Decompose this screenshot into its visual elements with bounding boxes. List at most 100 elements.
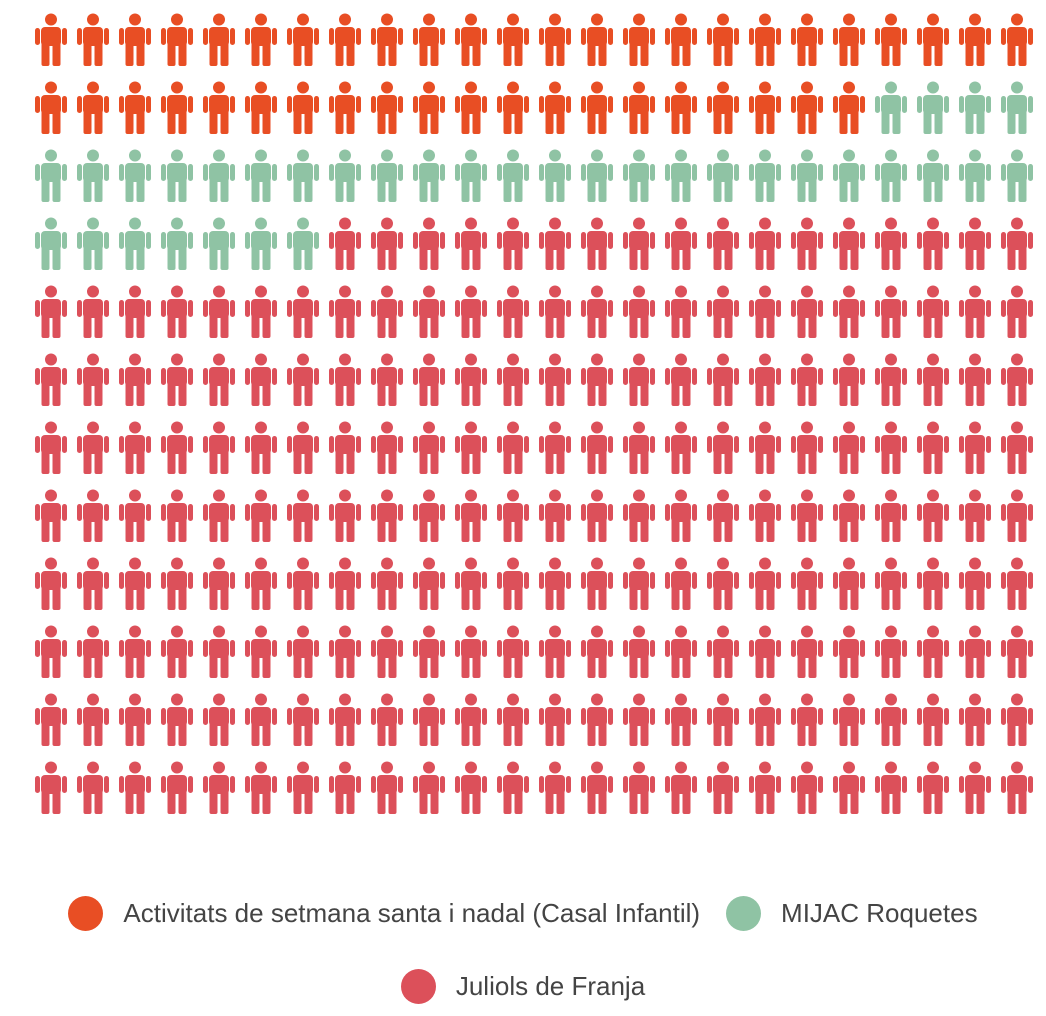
- person-icon: [707, 489, 739, 542]
- person-icon: [203, 489, 235, 542]
- person-icon: [119, 81, 151, 134]
- person-icon: [77, 761, 109, 814]
- person-icon: [665, 81, 697, 134]
- person-icon: [455, 557, 487, 610]
- person-icon: [833, 421, 865, 474]
- person-icon: [665, 489, 697, 542]
- person-icon: [371, 149, 403, 202]
- person-icon: [959, 693, 991, 746]
- person-icon: [371, 625, 403, 678]
- legend-item-juliols-de-franja[interactable]: Juliols de Franja: [400, 969, 645, 1004]
- person-icon: [245, 489, 277, 542]
- person-icon: [959, 489, 991, 542]
- person-icon: [707, 149, 739, 202]
- person-icon: [917, 557, 949, 610]
- person-icon: [371, 693, 403, 746]
- legend-item-mijac-roquetes[interactable]: MIJAC Roquetes: [726, 896, 978, 931]
- person-icon: [245, 761, 277, 814]
- person-icon: [287, 489, 319, 542]
- person-icon: [1001, 149, 1033, 202]
- person-icon: [329, 625, 361, 678]
- person-icon: [245, 625, 277, 678]
- person-icon: [371, 353, 403, 406]
- person-icon: [413, 285, 445, 338]
- person-icon: [749, 13, 781, 66]
- person-icon: [749, 285, 781, 338]
- person-icon: [581, 489, 613, 542]
- person-icon: [749, 149, 781, 202]
- person-icon: [455, 353, 487, 406]
- person-icon: [413, 81, 445, 134]
- person-icon: [35, 353, 67, 406]
- person-icon: [791, 761, 823, 814]
- person-icon: [413, 761, 445, 814]
- person-icon: [245, 693, 277, 746]
- person-icon: [35, 13, 67, 66]
- waffle-grid: [35, 13, 1033, 814]
- person-icon: [161, 557, 193, 610]
- person-icon: [623, 761, 655, 814]
- person-icon: [581, 353, 613, 406]
- person-icon: [665, 693, 697, 746]
- person-icon: [413, 421, 445, 474]
- person-icon: [1001, 557, 1033, 610]
- person-icon: [287, 693, 319, 746]
- person-icon: [665, 149, 697, 202]
- person-icon: [875, 489, 907, 542]
- person-icon: [623, 693, 655, 746]
- person-icon: [833, 761, 865, 814]
- person-icon: [875, 285, 907, 338]
- person-icon: [791, 353, 823, 406]
- person-icon: [833, 693, 865, 746]
- person-icon: [413, 13, 445, 66]
- person-icon: [329, 353, 361, 406]
- person-icon: [287, 421, 319, 474]
- person-icon: [833, 285, 865, 338]
- person-icon: [119, 761, 151, 814]
- person-icon: [791, 625, 823, 678]
- person-icon: [203, 557, 235, 610]
- person-icon: [539, 421, 571, 474]
- person-icon: [35, 149, 67, 202]
- person-icon: [623, 81, 655, 134]
- legend-item-casal-infantil[interactable]: Activitats de setmana santa i nadal (Cas…: [68, 896, 700, 931]
- person-icon: [455, 149, 487, 202]
- person-icon: [875, 149, 907, 202]
- person-icon: [119, 557, 151, 610]
- person-icon: [1001, 353, 1033, 406]
- person-icon: [287, 557, 319, 610]
- person-icon: [623, 217, 655, 270]
- person-icon: [497, 81, 529, 134]
- person-icon: [35, 217, 67, 270]
- person-icon: [329, 81, 361, 134]
- person-icon: [497, 13, 529, 66]
- person-icon: [917, 149, 949, 202]
- person-icon: [749, 81, 781, 134]
- person-icon: [959, 81, 991, 134]
- person-icon: [749, 489, 781, 542]
- person-icon: [917, 421, 949, 474]
- person-icon: [581, 761, 613, 814]
- person-icon: [875, 81, 907, 134]
- person-icon: [413, 353, 445, 406]
- person-icon: [791, 285, 823, 338]
- person-icon: [875, 13, 907, 66]
- legend-swatch-juliols-de-franja: [400, 969, 436, 1004]
- person-icon: [581, 13, 613, 66]
- person-icon: [539, 761, 571, 814]
- person-icon: [413, 625, 445, 678]
- person-icon: [287, 761, 319, 814]
- person-icon: [371, 285, 403, 338]
- person-icon: [287, 625, 319, 678]
- person-icon: [371, 489, 403, 542]
- person-icon: [791, 693, 823, 746]
- person-icon: [581, 285, 613, 338]
- person-icon: [161, 13, 193, 66]
- person-icon: [623, 625, 655, 678]
- person-icon: [833, 81, 865, 134]
- person-icon: [749, 625, 781, 678]
- person-icon: [371, 557, 403, 610]
- person-icon: [749, 557, 781, 610]
- person-icon: [287, 353, 319, 406]
